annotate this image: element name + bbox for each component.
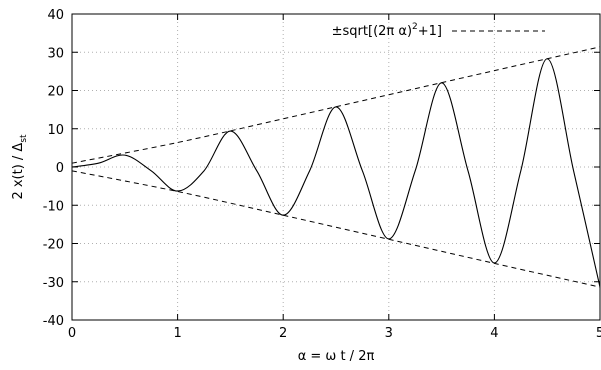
y-tick-label: -20 bbox=[43, 238, 64, 253]
x-tick-label: 2 bbox=[279, 326, 287, 341]
plot-frame bbox=[71, 13, 601, 321]
legend-label: ±sqrt[(2π α)2+1] bbox=[332, 22, 442, 39]
x-tick-label: 1 bbox=[173, 326, 181, 341]
y-tick-label: 20 bbox=[47, 85, 64, 100]
x-tick-label: 0 bbox=[68, 326, 76, 341]
x-axis-label: α = ω t / 2π bbox=[298, 349, 375, 364]
x-tick-label: 4 bbox=[490, 326, 498, 341]
response-curve bbox=[71, 58, 601, 288]
ticks: 0 1 2 3 4 5 40 30 20 10 0 -10 -20 -30 -40 bbox=[43, 8, 601, 341]
x-tick-label: 5 bbox=[596, 326, 601, 341]
y-tick-label: -40 bbox=[43, 314, 64, 329]
y-tick-label: 40 bbox=[47, 8, 64, 23]
envelope-upper bbox=[71, 46, 601, 164]
series-layer bbox=[71, 46, 601, 288]
grid bbox=[72, 14, 600, 320]
y-tick-label: -30 bbox=[43, 276, 64, 291]
y-tick-label: 10 bbox=[47, 123, 64, 138]
x-tick-label: 3 bbox=[385, 326, 393, 341]
legend: ±sqrt[(2π α)2+1] bbox=[332, 22, 545, 39]
y-tick-label: -10 bbox=[43, 199, 64, 214]
envelope-lower bbox=[71, 170, 601, 288]
y-tick-label: 0 bbox=[56, 161, 64, 176]
y-tick-label: 30 bbox=[47, 46, 64, 61]
y-axis-label: 2 x(t) / Δst bbox=[11, 134, 29, 200]
